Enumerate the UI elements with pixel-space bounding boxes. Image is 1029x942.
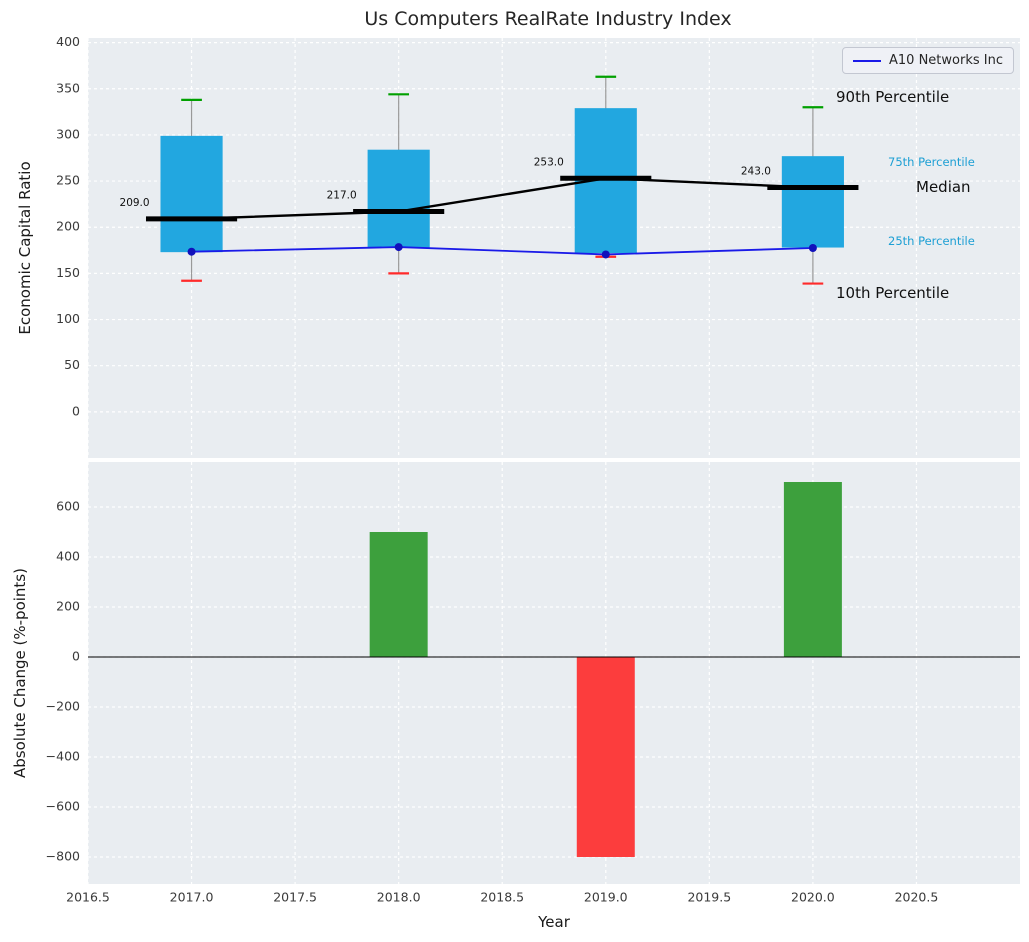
top-y-tick-label: 100 [56, 311, 80, 326]
bottom-y-tick-label: −200 [46, 699, 80, 714]
x-tick-label: 2016.5 [66, 890, 110, 905]
x-axis-label: Year [538, 913, 570, 931]
x-tick-label: 2018.0 [377, 890, 421, 905]
bar-positive [369, 532, 428, 657]
bottom-y-tick-label: −800 [46, 849, 80, 864]
company-point [394, 243, 403, 252]
top-y-tick-label: 350 [56, 80, 80, 95]
top-y-tick-label: 50 [64, 357, 80, 372]
chart-title: Us Computers RealRate Industry Index [364, 8, 732, 30]
company-point [808, 244, 817, 252]
median-value-label: 253.0 [534, 156, 564, 168]
bottom-y-tick-label: 400 [56, 549, 80, 564]
percentile-box [781, 156, 844, 248]
percentile-box [367, 149, 430, 248]
annotation-25th-percentile: 25th Percentile [888, 234, 975, 248]
top-y-axis-label: Economic Capital Ratio [16, 161, 34, 335]
legend-series-label: A10 Networks Inc [889, 53, 1003, 68]
median-value-label: 209.0 [120, 197, 150, 209]
x-tick-label: 2020.5 [895, 890, 939, 905]
company-line [191, 246, 813, 256]
top-y-tick-label: 250 [56, 173, 80, 188]
x-tick-label: 2017.5 [273, 890, 317, 905]
company-point [187, 247, 196, 256]
median-value-label: 217.0 [327, 190, 357, 202]
median-value-label: 243.0 [741, 166, 771, 178]
bottom-y-tick-label: −400 [46, 749, 80, 764]
x-tick-label: 2019.5 [687, 890, 731, 905]
top-y-tick-label: 0 [72, 403, 80, 418]
x-tick-label: 2017.0 [170, 890, 214, 905]
annotation-10th-percentile: 10th Percentile [836, 284, 950, 302]
annotation-90th-percentile: 90th Percentile [836, 88, 950, 106]
x-tick-label: 2018.5 [480, 890, 524, 905]
percentile-box [160, 135, 223, 253]
annotation-75th-percentile: 75th Percentile [888, 155, 975, 169]
bottom-y-tick-label: 0 [72, 649, 80, 664]
legend-line-sample-icon [853, 59, 882, 62]
bottom-y-tick-label: 600 [56, 499, 80, 514]
x-tick-label: 2020.0 [791, 890, 835, 905]
legend: A10 Networks Inc [842, 47, 1014, 74]
bottom-y-tick-label: 200 [56, 599, 80, 614]
bottom-y-axis-label: Absolute Change (%-points) [11, 568, 29, 778]
company-point [601, 250, 610, 259]
annotation-median: Median [916, 178, 971, 196]
top-y-tick-label: 200 [56, 219, 80, 234]
top-y-tick-label: 400 [56, 34, 80, 49]
bottom-y-tick-label: −600 [46, 799, 80, 814]
top-y-tick-label: 300 [56, 126, 80, 141]
bottom-plot-area [88, 462, 1020, 884]
top-y-tick-label: 150 [56, 265, 80, 280]
top-plot-area [88, 38, 1020, 458]
median-line [191, 177, 813, 221]
x-tick-label: 2019.0 [584, 890, 628, 905]
bar-negative [576, 657, 635, 857]
bar-positive [783, 482, 842, 657]
